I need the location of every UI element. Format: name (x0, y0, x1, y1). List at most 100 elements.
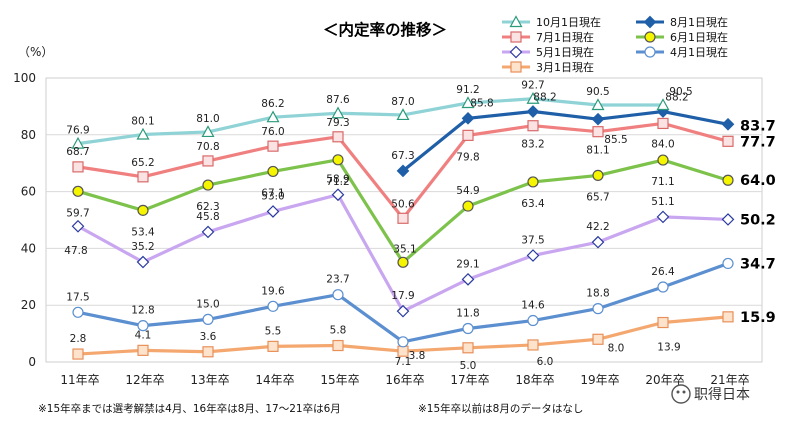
y-tick-label: 20 (21, 298, 36, 312)
data-label: 67.1 (261, 187, 284, 199)
data-point (266, 205, 280, 218)
data-label: 54.9 (456, 185, 479, 197)
data-point (202, 155, 214, 167)
data-point (72, 348, 84, 360)
data-point (72, 306, 84, 318)
data-point (527, 176, 539, 188)
data-label: 35.2 (131, 241, 154, 253)
series-aug (396, 105, 735, 178)
legend-label: 10月1日現在 (536, 16, 601, 29)
data-label: 42.2 (586, 221, 609, 233)
data-point (644, 31, 656, 43)
footnotes: ※15年卒までは選考解禁は4月、16年卒は8月、17～21卒は6月 ※15年卒以前… (38, 402, 583, 415)
watermark-icon-dot (676, 390, 680, 394)
data-label: 83.2 (521, 139, 544, 151)
data-point (461, 273, 475, 286)
data-point (136, 127, 150, 140)
data-label: 6.0 (537, 356, 554, 368)
data-point (137, 171, 149, 183)
data-label: 77.7 (740, 134, 776, 150)
data-label: 84.0 (651, 138, 674, 150)
legend-item-aug: 8月1日現在 (636, 15, 728, 29)
data-point (526, 91, 540, 104)
legend-item-jun: 6月1日現在 (636, 31, 728, 44)
data-point (332, 289, 344, 301)
data-point (643, 15, 657, 29)
data-label: 64.0 (740, 173, 776, 189)
y-tick-label: 80 (21, 128, 36, 142)
data-label: 29.1 (456, 258, 479, 270)
data-point (267, 140, 279, 152)
footnote: ※15年卒までは選考解禁は4月、16年卒は8月、17～21卒は6月 (38, 402, 341, 415)
data-point (267, 300, 279, 312)
legend-item-oct: 10月1日現在 (502, 15, 601, 29)
data-point (331, 106, 345, 119)
x-tick-label: 17年卒 (450, 373, 489, 387)
series-may (71, 188, 735, 318)
data-label: 81.1 (586, 145, 609, 157)
data-point (267, 165, 279, 178)
data-label: 12.8 (131, 305, 154, 317)
labels-may: 47.8 35.2 45.8 53.0 58.9 17.9 29.1 37.5 42.2 51.1… (64, 174, 775, 302)
x-tick-label: 13年卒 (190, 373, 229, 387)
data-point (461, 111, 475, 125)
data-label: 71.1 (651, 176, 674, 188)
data-point (509, 15, 523, 28)
series-oct (71, 91, 670, 149)
data-label: 76.9 (66, 125, 89, 137)
data-point (332, 339, 344, 352)
x-tick-label: 12年卒 (125, 373, 164, 387)
data-point (71, 219, 85, 233)
data-label: 68.7 (66, 146, 89, 158)
data-point (657, 154, 669, 166)
x-tick-label: 11年卒 (60, 373, 99, 387)
data-point (721, 117, 735, 131)
legend-label: 3月1日現在 (536, 61, 594, 74)
data-point (396, 108, 410, 121)
data-label: 80.1 (131, 116, 154, 128)
data-point (722, 257, 734, 270)
data-label: 19.6 (261, 285, 285, 297)
data-label: 90.5 (586, 86, 609, 98)
data-label: 79.8 (456, 151, 479, 163)
series-jul (72, 117, 734, 224)
data-label: 14.6 (521, 300, 545, 312)
plot-frame (45, 77, 763, 363)
data-point (656, 98, 670, 111)
data-point (72, 161, 84, 173)
legend-label: 5月1日現在 (536, 46, 594, 59)
data-label: 85.8 (470, 97, 493, 109)
chart-title: ＜内定率の推移＞ (323, 20, 447, 39)
data-label: 90.5 (669, 86, 692, 98)
data-label: 87.0 (391, 96, 414, 108)
data-label: 65.2 (131, 157, 154, 169)
series-apr (72, 257, 734, 348)
data-label: 5.5 (265, 325, 282, 337)
data-point (332, 131, 344, 143)
data-point (137, 204, 149, 216)
legend-item-apr: 4月1日現在 (636, 46, 728, 59)
data-point (136, 255, 150, 269)
data-point (462, 322, 474, 335)
data-label: 35.1 (393, 243, 416, 255)
data-label: 34.7 (740, 256, 776, 272)
x-tick-label: 18年卒 (515, 373, 554, 387)
x-tick-label: 15年卒 (320, 373, 359, 387)
x-tick-label: 21年卒 (710, 373, 749, 387)
labels-oct: 76.9 80.1 81.0 86.2 87.6 87.0 91.2 92.7 90.5 90.5 (66, 80, 692, 137)
data-label: 3.8 (409, 350, 426, 362)
legend-item-may: 5月1日現在 (502, 45, 594, 59)
data-label: 71.2 (326, 176, 349, 188)
data-point (591, 112, 605, 126)
y-tick-label: 40 (21, 241, 36, 255)
data-point (526, 105, 540, 118)
data-point (462, 342, 474, 354)
data-point (331, 188, 345, 202)
data-label: 5.0 (460, 360, 477, 372)
data-label: 88.2 (665, 92, 688, 104)
data-point (592, 169, 604, 182)
data-point (201, 225, 215, 239)
data-point (201, 125, 215, 138)
data-label: 85.5 (604, 134, 627, 146)
data-point (721, 213, 735, 226)
